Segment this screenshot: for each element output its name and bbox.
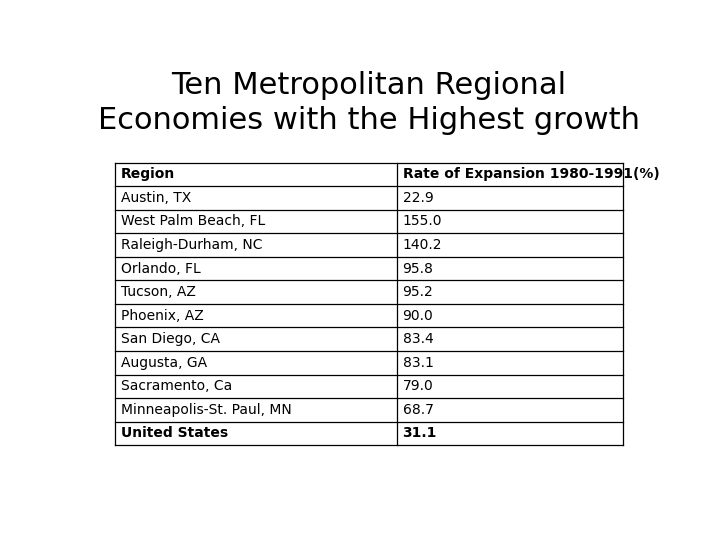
Text: Ten Metropolitan Regional
Economies with the Highest growth: Ten Metropolitan Regional Economies with… [98, 71, 640, 135]
Text: 31.1: 31.1 [402, 427, 437, 441]
Text: 68.7: 68.7 [402, 403, 433, 417]
Text: Phoenix, AZ: Phoenix, AZ [121, 309, 204, 323]
Text: Rate of Expansion 1980-1991(%): Rate of Expansion 1980-1991(%) [402, 167, 660, 181]
Text: United States: United States [121, 427, 228, 441]
Text: 79.0: 79.0 [402, 380, 433, 393]
Text: 95.8: 95.8 [402, 261, 433, 275]
Text: Sacramento, Ca: Sacramento, Ca [121, 380, 232, 393]
Text: Orlando, FL: Orlando, FL [121, 261, 200, 275]
Text: Region: Region [121, 167, 175, 181]
Text: 95.2: 95.2 [402, 285, 433, 299]
Text: Augusta, GA: Augusta, GA [121, 356, 207, 370]
Text: 155.0: 155.0 [402, 214, 442, 228]
Text: 140.2: 140.2 [402, 238, 442, 252]
Text: Austin, TX: Austin, TX [121, 191, 191, 205]
Text: San Diego, CA: San Diego, CA [121, 332, 220, 346]
Text: 83.1: 83.1 [402, 356, 433, 370]
Text: 90.0: 90.0 [402, 309, 433, 323]
Text: 83.4: 83.4 [402, 332, 433, 346]
Text: Tucson, AZ: Tucson, AZ [121, 285, 196, 299]
Text: West Palm Beach, FL: West Palm Beach, FL [121, 214, 265, 228]
Text: 22.9: 22.9 [402, 191, 433, 205]
Text: Raleigh-Durham, NC: Raleigh-Durham, NC [121, 238, 262, 252]
Text: Minneapolis-St. Paul, MN: Minneapolis-St. Paul, MN [121, 403, 292, 417]
